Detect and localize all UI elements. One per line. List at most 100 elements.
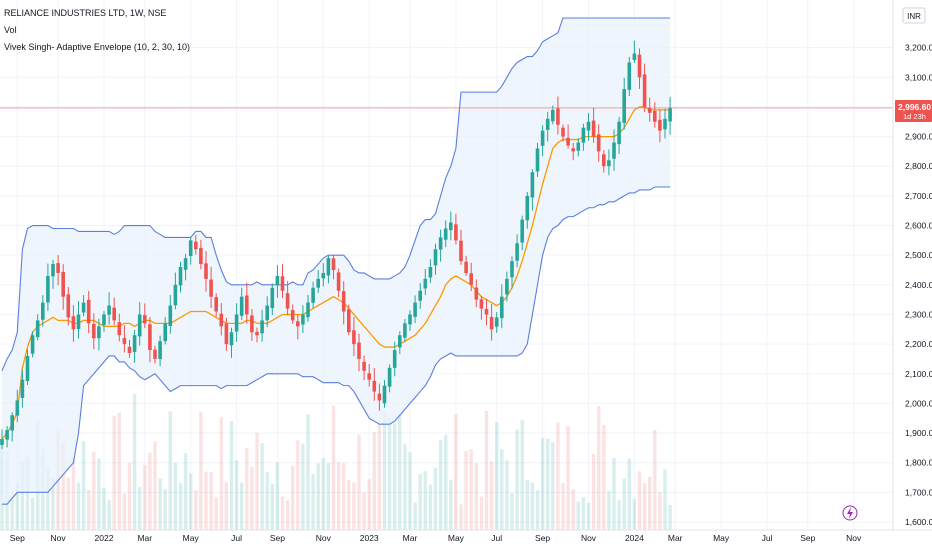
candle-body xyxy=(158,341,162,360)
volume-bar xyxy=(540,437,545,530)
volume-bar xyxy=(168,411,172,530)
volume-bar xyxy=(306,414,310,530)
volume-bar xyxy=(347,479,351,530)
candle-body xyxy=(398,335,402,348)
candle-body xyxy=(668,107,672,122)
candle-body xyxy=(102,314,106,326)
volume-bar xyxy=(117,412,121,530)
legend-indicator[interactable]: Vivek Singh- Adaptive Envelope (10, 2, 3… xyxy=(4,42,190,52)
volume-bar xyxy=(240,482,244,530)
axes xyxy=(0,0,932,531)
price-tag-box xyxy=(895,99,932,122)
volume-bar xyxy=(576,501,580,530)
candle-body xyxy=(255,331,259,336)
candle-body xyxy=(392,350,397,368)
volume-bar xyxy=(280,496,285,530)
candles[interactable] xyxy=(0,40,672,449)
volume-bar xyxy=(428,484,433,530)
volume-bar xyxy=(10,494,14,530)
adaptive-envelope xyxy=(1,17,671,505)
candle-body xyxy=(647,107,652,113)
price-tick-label: 2,400.00 xyxy=(905,280,932,290)
volume-bar xyxy=(586,503,591,530)
currency-selector[interactable]: INR xyxy=(902,7,926,24)
candle-body xyxy=(148,324,152,351)
candle-body xyxy=(443,228,448,240)
volume-bar xyxy=(602,424,606,530)
candle-body xyxy=(137,314,142,337)
volume-bar xyxy=(561,483,565,530)
volume-bar xyxy=(479,496,484,530)
volume-bar xyxy=(255,432,259,530)
price-tag-countdown: 1d 23h xyxy=(903,112,926,121)
price-tick-label: 2,100.00 xyxy=(905,369,932,379)
volume-bar xyxy=(505,460,509,530)
volume-bar xyxy=(20,462,25,530)
volume-bar xyxy=(352,482,356,530)
candle-body xyxy=(41,302,45,320)
time-tick-label: May xyxy=(713,533,730,543)
candle-body xyxy=(377,393,382,401)
candle-body xyxy=(86,299,91,324)
candle-body xyxy=(280,276,285,291)
candle-body xyxy=(316,278,320,288)
candle-body xyxy=(418,290,422,301)
volume-bar xyxy=(607,491,611,530)
candle-body xyxy=(168,305,173,326)
time-tick-label: May xyxy=(183,533,200,543)
candle-body xyxy=(556,108,560,125)
candle-body xyxy=(387,367,392,387)
volume-bar xyxy=(301,443,305,530)
volume-bar xyxy=(15,481,19,530)
time-tick-label: Mar xyxy=(668,533,683,543)
candle-body xyxy=(245,295,249,315)
volume-bar xyxy=(291,465,295,530)
bolt-button[interactable] xyxy=(842,505,858,521)
candle-body xyxy=(551,109,555,122)
volume-bar xyxy=(581,497,586,530)
candle-body xyxy=(336,272,341,291)
time-tick-label: 2022 xyxy=(95,533,114,543)
volume-bar xyxy=(357,434,361,530)
candle-body xyxy=(132,335,137,353)
volume-bar xyxy=(229,421,234,530)
candle-body xyxy=(449,222,453,231)
volume-bar xyxy=(617,500,621,530)
legend-symbol[interactable]: RELIANCE INDUSTRIES LTD, 1W, NSE xyxy=(4,8,166,18)
candle-body xyxy=(153,349,157,359)
legend-volume[interactable]: Vol xyxy=(4,25,17,35)
volume-bar xyxy=(433,467,438,530)
price-tick-label: 1,900.00 xyxy=(905,428,932,438)
candle-body xyxy=(591,120,596,137)
time-tick-label: Mar xyxy=(403,533,418,543)
volume-bar xyxy=(321,457,325,530)
volume-bar xyxy=(377,423,382,530)
candle-body xyxy=(341,291,346,312)
volume-bar xyxy=(46,465,50,530)
candle-body xyxy=(76,314,81,330)
candle-body xyxy=(224,323,229,345)
volume-bar xyxy=(597,406,601,530)
price-axis-panel[interactable] xyxy=(893,0,932,530)
candle-body xyxy=(301,314,305,325)
volume-bar xyxy=(275,462,280,530)
candle-body xyxy=(229,332,234,346)
candle-body xyxy=(494,317,499,327)
candle-body xyxy=(260,320,264,334)
volume-bar xyxy=(551,442,555,530)
volume-bar xyxy=(556,422,560,530)
volume-bar xyxy=(209,471,213,530)
candle-body xyxy=(627,62,632,90)
volume-bar xyxy=(393,423,397,530)
candle-body xyxy=(413,302,417,317)
volume-bar xyxy=(495,422,499,530)
volume-bar xyxy=(25,456,30,530)
candle-body xyxy=(520,219,524,243)
currency-box[interactable] xyxy=(902,7,926,24)
candle-body xyxy=(382,385,387,404)
candle-body xyxy=(5,430,9,440)
volume-bar xyxy=(454,414,458,530)
candle-body xyxy=(10,415,14,431)
